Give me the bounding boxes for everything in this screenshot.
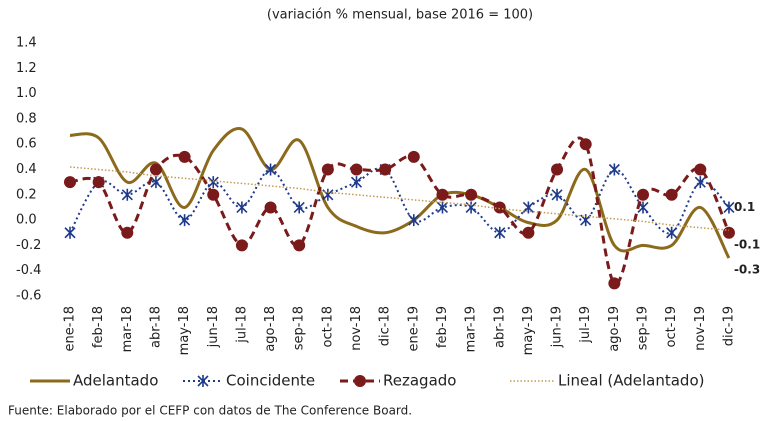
- y-tick-label: 1.4: [16, 36, 37, 51]
- point-marker: [608, 277, 621, 290]
- point-marker: [264, 201, 277, 214]
- data-label: -0.1: [734, 237, 760, 251]
- point-marker: [694, 176, 706, 189]
- point-marker: [407, 150, 420, 163]
- x-tick-label: nov-18: [349, 306, 364, 351]
- point-marker: [666, 226, 678, 239]
- legend-label: Lineal (Adelantado): [558, 372, 704, 390]
- y-tick-label: 0.4: [16, 162, 37, 177]
- legend-label: Adelantado: [73, 372, 158, 390]
- point-marker: [436, 188, 449, 201]
- x-tick-label: nov-19: [693, 306, 708, 351]
- point-marker: [665, 188, 678, 201]
- point-marker: [522, 226, 535, 239]
- point-marker: [436, 201, 449, 214]
- x-tick-label: abr-19: [492, 306, 507, 348]
- x-tick-label: mar-18: [120, 306, 135, 352]
- legend-marker: [354, 375, 366, 387]
- point-marker: [178, 150, 191, 163]
- y-tick-label: 1.2: [16, 61, 37, 76]
- y-tick-label: 0.2: [16, 187, 37, 202]
- point-marker: [694, 163, 707, 176]
- point-marker: [236, 201, 248, 214]
- point-marker: [64, 226, 76, 239]
- x-tick-label: sep-19: [636, 306, 651, 350]
- point-marker: [293, 239, 306, 252]
- point-marker: [92, 176, 105, 189]
- x-tick-label: jun-18: [206, 306, 221, 348]
- point-marker: [408, 214, 420, 227]
- data-label: 0.1: [734, 200, 755, 214]
- point-marker: [379, 163, 392, 176]
- y-tick-label: -0.2: [16, 238, 41, 253]
- x-tick-label: jul-19: [578, 306, 593, 344]
- series-line: [69, 127, 731, 259]
- x-tick-label: oct-19: [664, 306, 679, 347]
- point-marker: [493, 201, 506, 214]
- point-marker: [64, 176, 76, 189]
- point-marker: [264, 163, 277, 176]
- series-line: [69, 167, 730, 235]
- x-tick-label: dic-18: [378, 306, 393, 346]
- point-marker: [121, 226, 134, 239]
- data-label: -0.3: [734, 263, 760, 277]
- point-marker: [608, 163, 620, 176]
- x-tick-label: sep-18: [292, 306, 307, 350]
- series-line: [69, 166, 730, 231]
- y-tick-label: 0.0: [16, 213, 37, 228]
- point-marker: [494, 226, 506, 239]
- y-tick-label: -0.6: [16, 289, 41, 304]
- x-tick-label: jun-19: [550, 306, 565, 348]
- x-tick-label: ago-18: [263, 306, 278, 352]
- y-tick-label: 0.8: [16, 111, 37, 126]
- point-marker: [179, 214, 191, 227]
- x-tick-label: dic-19: [721, 306, 736, 346]
- point-marker: [723, 201, 735, 214]
- x-tick-label: may-18: [177, 306, 192, 355]
- point-marker: [465, 201, 477, 214]
- x-tick-label: oct-18: [320, 306, 335, 347]
- x-tick-label: mar-19: [464, 306, 479, 352]
- legend-marker: [197, 375, 209, 387]
- chart-title: (variación % mensual, base 2016 = 100): [267, 8, 533, 23]
- point-marker: [522, 201, 534, 214]
- point-marker: [322, 188, 334, 201]
- point-marker: [235, 239, 248, 252]
- point-marker: [293, 201, 305, 214]
- point-marker: [551, 163, 564, 176]
- point-marker: [579, 138, 592, 151]
- point-marker: [121, 188, 133, 201]
- point-marker: [321, 163, 334, 176]
- point-marker: [207, 188, 220, 201]
- x-tick-label: feb-19: [435, 306, 450, 348]
- y-tick-label: 1.0: [16, 86, 37, 101]
- point-marker: [350, 163, 363, 176]
- legend-label: Rezagado: [383, 372, 456, 390]
- x-tick-label: jul-18: [234, 306, 249, 344]
- x-tick-label: abr-18: [148, 306, 163, 348]
- x-tick-label: feb-18: [91, 306, 106, 348]
- point-marker: [207, 176, 219, 189]
- point-marker: [465, 188, 478, 201]
- point-marker: [637, 188, 649, 201]
- y-tick-label: -0.4: [16, 263, 41, 278]
- x-tick-label: may-19: [521, 306, 536, 355]
- y-tick-label: 0.6: [16, 137, 37, 152]
- series-line: [69, 136, 731, 286]
- x-tick-label: ene-18: [63, 306, 78, 351]
- point-marker: [149, 163, 162, 176]
- x-tick-label: ene-19: [406, 306, 421, 351]
- legend-label: Coincidente: [226, 372, 315, 390]
- point-marker: [551, 188, 563, 201]
- point-marker: [350, 176, 363, 189]
- x-tick-label: ago-19: [607, 306, 622, 352]
- source-note: Fuente: Elaborado por el CEFP con datos …: [8, 404, 412, 418]
